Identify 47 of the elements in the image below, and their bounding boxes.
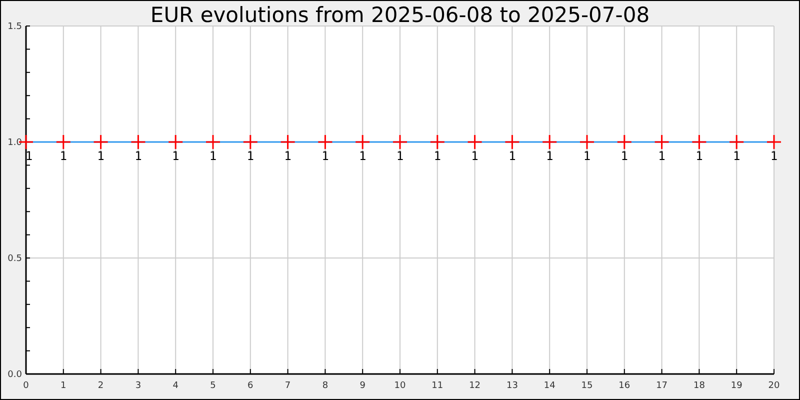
data-label: 1 [508,149,516,163]
y-tick-label: 1.0 [8,138,22,148]
data-label: 1 [97,149,104,163]
x-tick-label: 2 [98,381,104,391]
data-label: 1 [471,149,478,163]
data-label: 1 [209,149,217,163]
x-tick-label: 3 [135,381,142,391]
x-tick-label: 11 [432,381,444,391]
data-label: 1 [434,149,442,163]
x-tick-label: 8 [322,381,328,391]
data-label: 1 [284,149,292,163]
data-label: 1 [322,149,329,163]
chart-title: EUR evolutions from 2025-06-08 to 2025-07-08 [150,3,650,27]
data-label: 1 [246,149,254,163]
x-tick-label: 1 [60,381,66,391]
data-label: 1 [60,149,68,163]
data-label: 1 [25,149,33,163]
x-tick-label: 14 [544,381,556,391]
data-label: 1 [172,149,180,163]
x-tick-label: 9 [360,381,366,391]
data-label: 1 [658,149,666,163]
data-label: 1 [770,149,778,163]
x-tick-label: 15 [581,381,593,391]
data-label: 1 [396,149,404,163]
x-tick-label: 19 [730,381,743,391]
x-tick-label: 10 [394,381,406,391]
data-label: 1 [620,149,628,163]
y-tick-label: 0.5 [8,254,22,264]
x-tick-label: 4 [172,381,179,391]
y-tick-label: 1.5 [8,22,22,32]
x-tick-label: 5 [210,381,216,391]
data-label: 1 [546,149,554,163]
x-tick-label: 7 [284,381,291,391]
y-tick-label: 0.0 [8,370,22,380]
data-label: 1 [358,149,366,163]
data-label: 1 [696,149,703,163]
x-tick-label: 17 [656,381,668,391]
data-label: 1 [134,149,142,163]
x-tick-label: 16 [618,381,630,391]
data-label: 1 [732,149,740,163]
data-label: 1 [583,149,591,163]
x-tick-label: 20 [768,381,780,391]
x-tick-label: 13 [506,381,518,391]
x-tick-label: 18 [693,381,706,391]
x-tick-label: 12 [469,381,481,391]
x-tick-label: 6 [248,381,254,391]
x-tick-label: 0 [23,381,30,391]
